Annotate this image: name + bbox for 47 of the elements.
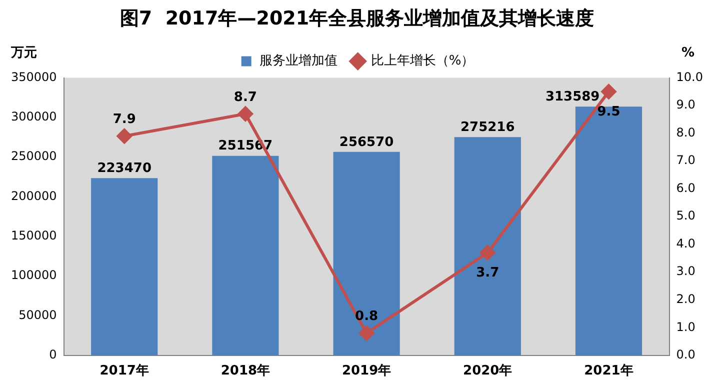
legend-label: 服务业增加值 bbox=[259, 54, 338, 69]
point bbox=[480, 245, 496, 260]
y-tick-label: 100000 bbox=[10, 268, 57, 282]
y2-tick-label: 4.0 bbox=[676, 236, 696, 250]
bar bbox=[333, 152, 400, 356]
point bbox=[116, 128, 132, 144]
bar bbox=[575, 106, 642, 356]
y2-tick-label: 7.0 bbox=[676, 153, 696, 168]
y-tick-label: 200000 bbox=[10, 188, 57, 203]
y2-tick-label: 9.0 bbox=[676, 98, 696, 112]
bar bbox=[91, 178, 158, 356]
chart-title: 图7 2017年—2021年全县服务业增加值及其增长速度 bbox=[120, 7, 594, 30]
y2-tick-label: 5.0 bbox=[676, 208, 696, 223]
y2-axis-title: % bbox=[681, 46, 695, 61]
y2-tick-label: 3.0 bbox=[676, 264, 696, 278]
point bbox=[359, 326, 374, 341]
point bbox=[601, 84, 616, 100]
y-tick-label: 250000 bbox=[10, 149, 57, 164]
data-label: 223470 bbox=[97, 161, 152, 176]
y2-tick-label: 6.0 bbox=[676, 180, 696, 195]
y-tick-label: 350000 bbox=[10, 70, 57, 84]
y2-tick-label: 10.0 bbox=[676, 70, 703, 84]
y-tick-label: 300000 bbox=[10, 110, 57, 124]
data-label: 313589 bbox=[545, 90, 600, 105]
bar bbox=[454, 137, 521, 356]
data-label: 8.7 bbox=[234, 90, 257, 105]
data-label: 7.9 bbox=[112, 112, 136, 127]
legend-label: 比上年增长（%） bbox=[370, 54, 474, 69]
point bbox=[238, 106, 253, 122]
y2-tick-label: 2.0 bbox=[676, 292, 696, 306]
data-label: 9.5 bbox=[597, 104, 620, 120]
y2-tick-label: 8.0 bbox=[676, 125, 696, 140]
y-tick-label: 0 bbox=[49, 348, 57, 362]
x-tick-label: 2018年 bbox=[220, 364, 270, 379]
data-label: 3.7 bbox=[476, 266, 500, 281]
x-tick-label: 2017年 bbox=[100, 364, 149, 379]
bar bbox=[212, 156, 279, 356]
data-label: 256570 bbox=[339, 134, 394, 150]
x-tick-label: 2020年 bbox=[463, 364, 512, 379]
data-label: 275216 bbox=[460, 120, 515, 135]
y-tick-label: 50000 bbox=[18, 308, 57, 322]
y-axis-title: 万元 bbox=[10, 46, 37, 61]
x-tick-label: 2019年 bbox=[342, 364, 392, 379]
y2-tick-label: 0.0 bbox=[676, 348, 696, 362]
y-tick-label: 150000 bbox=[10, 228, 57, 243]
y2-tick-label: 1.0 bbox=[676, 320, 696, 334]
x-tick-label: 2021年 bbox=[584, 364, 634, 379]
